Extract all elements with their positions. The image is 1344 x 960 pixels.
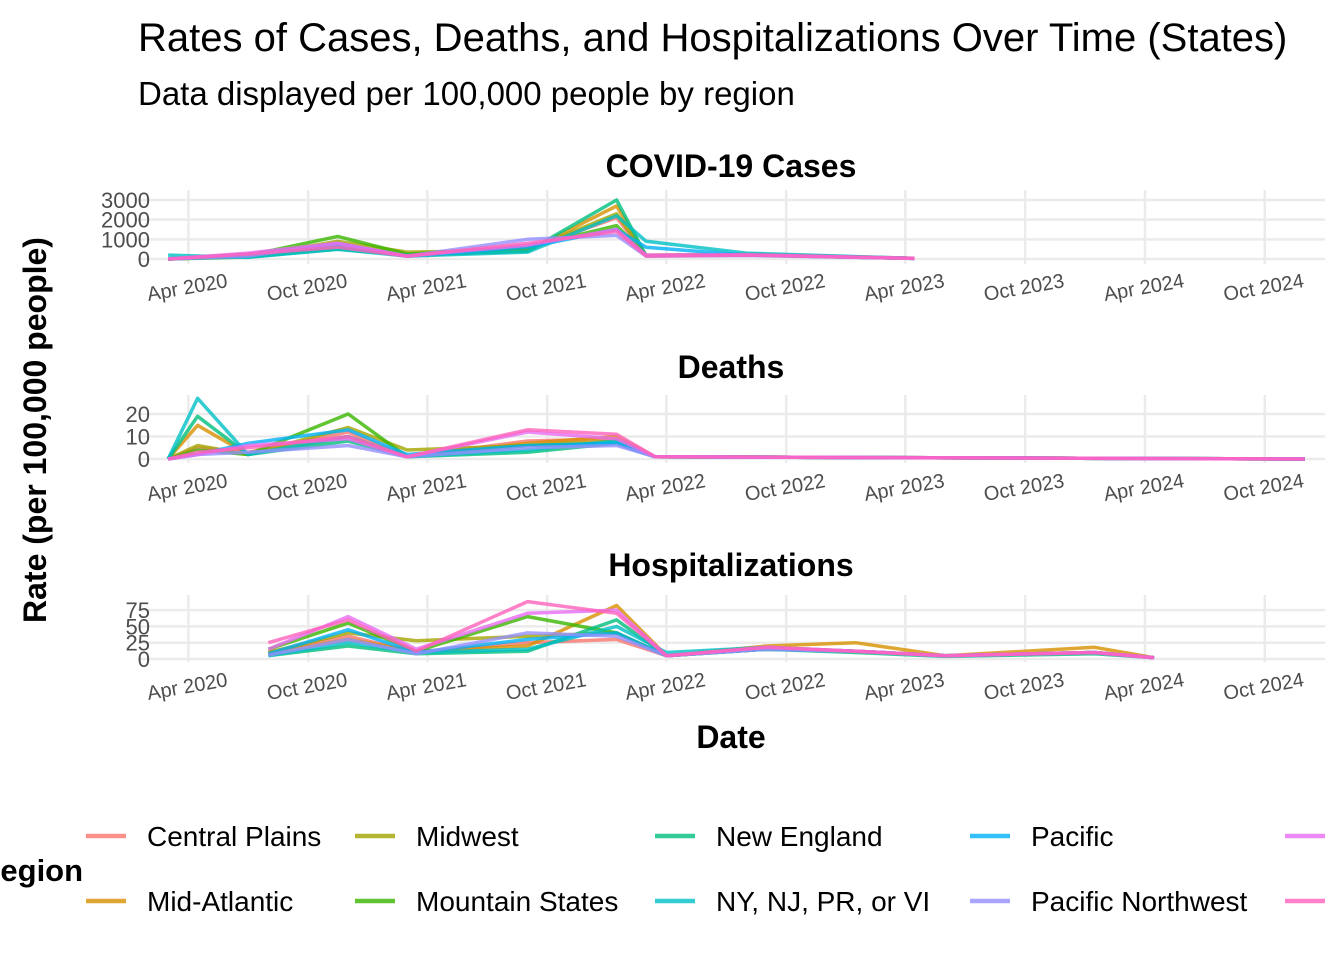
y-tick-label: 0 bbox=[138, 647, 150, 672]
x-tick-label: Apr 2020 bbox=[145, 270, 229, 306]
legend-item: Pacific bbox=[970, 821, 1113, 852]
series-line bbox=[267, 599, 1155, 660]
series-line bbox=[167, 428, 1305, 461]
legend-item: Mid-Atlantic bbox=[86, 886, 293, 917]
x-tick-label: Oct 2022 bbox=[743, 270, 827, 306]
series-line bbox=[168, 213, 915, 261]
y-tick-label: 20 bbox=[126, 402, 150, 427]
panel-title: Hospitalizations bbox=[608, 547, 853, 583]
x-tick-label: Oct 2023 bbox=[982, 270, 1066, 306]
x-tick-label: Apr 2023 bbox=[862, 270, 946, 306]
x-tick-label: Oct 2024 bbox=[1222, 470, 1306, 506]
y-tick-label: 25 bbox=[126, 631, 150, 656]
legend-label: NY, NJ, PR, or VI bbox=[716, 886, 930, 917]
x-tick-label: Apr 2022 bbox=[623, 270, 707, 306]
y-tick-label: 0 bbox=[138, 447, 150, 472]
x-tick-label: Apr 2021 bbox=[384, 470, 468, 506]
legend-label: Pacific bbox=[1031, 821, 1113, 852]
x-axis-title: Date bbox=[696, 719, 765, 755]
legend-title: Region bbox=[0, 853, 83, 888]
y-tick-label: 10 bbox=[126, 425, 150, 450]
legend-label: Mountain States bbox=[416, 886, 618, 917]
y-tick-label: 2000 bbox=[101, 208, 150, 233]
x-tick-label: Apr 2020 bbox=[145, 669, 229, 705]
legend: Region Central Plains Mid-Atlantic Midwest… bbox=[0, 821, 1325, 917]
x-tick-label: Apr 2021 bbox=[384, 270, 468, 306]
x-tick-label: Apr 2024 bbox=[1102, 669, 1186, 705]
legend-item: Pacific Northwest bbox=[970, 886, 1248, 917]
x-tick-label: Oct 2021 bbox=[504, 669, 588, 705]
x-tick-label: Oct 2021 bbox=[504, 470, 588, 506]
x-tick-label: Apr 2022 bbox=[623, 669, 707, 705]
legend-label: Pacific Northwest bbox=[1031, 886, 1248, 917]
legend-label: Midwest bbox=[416, 821, 519, 852]
y-tick-label: 1000 bbox=[101, 227, 150, 252]
x-tick-label: Apr 2023 bbox=[862, 470, 946, 506]
panel-title: COVID-19 Cases bbox=[606, 148, 857, 184]
y-tick-label: 75 bbox=[126, 598, 150, 623]
x-tick-label: Apr 2023 bbox=[862, 669, 946, 705]
chart-title: Rates of Cases, Deaths, and Hospitalizat… bbox=[138, 16, 1287, 60]
x-tick-label: Apr 2024 bbox=[1102, 270, 1186, 306]
legend-item: Midwest bbox=[355, 821, 519, 852]
x-tick-label: Oct 2020 bbox=[265, 470, 349, 506]
legend-item: Central Plains bbox=[86, 821, 321, 852]
legend-item: Mountain States bbox=[355, 886, 618, 917]
x-tick-label: Oct 2023 bbox=[982, 470, 1066, 506]
x-tick-label: Oct 2024 bbox=[1222, 270, 1306, 306]
x-tick-label: Oct 2021 bbox=[504, 270, 588, 306]
panel-title: Deaths bbox=[678, 349, 785, 385]
x-tick-label: Oct 2022 bbox=[743, 669, 827, 705]
series-line bbox=[167, 229, 915, 261]
legend-label: New England bbox=[716, 821, 883, 852]
x-tick-label: Oct 2022 bbox=[743, 470, 827, 506]
x-tick-label: Oct 2024 bbox=[1222, 669, 1306, 705]
x-tick-label: Oct 2020 bbox=[265, 270, 349, 306]
legend-label: Mid-Atlantic bbox=[147, 886, 293, 917]
y-tick-label: 0 bbox=[138, 247, 150, 272]
x-tick-label: Oct 2020 bbox=[265, 669, 349, 705]
y-axis-title: Rate (per 100,000 people) bbox=[17, 237, 53, 623]
legend-item: NY, NJ, PR, or VI bbox=[655, 886, 930, 917]
y-tick-label: 50 bbox=[126, 614, 150, 639]
x-tick-label: Apr 2022 bbox=[623, 470, 707, 506]
y-tick-label: 3000 bbox=[101, 188, 150, 213]
x-tick-label: Apr 2021 bbox=[384, 669, 468, 705]
x-tick-label: Apr 2024 bbox=[1102, 470, 1186, 506]
legend-label: Central Plains bbox=[147, 821, 321, 852]
legend-item: New England bbox=[655, 821, 883, 852]
x-tick-label: Apr 2020 bbox=[145, 470, 229, 506]
chart-subtitle: Data displayed per 100,000 people by reg… bbox=[138, 75, 795, 112]
x-tick-label: Oct 2023 bbox=[982, 669, 1066, 705]
